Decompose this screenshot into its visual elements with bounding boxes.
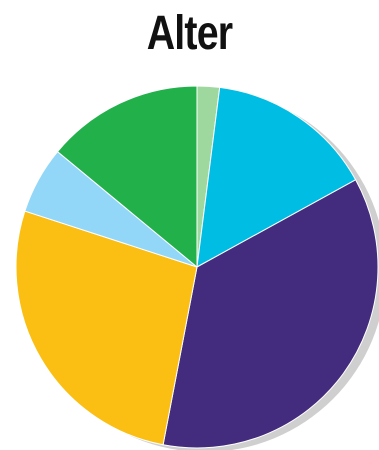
pie-slice-3 <box>162 179 379 449</box>
pie-slices <box>15 85 379 449</box>
chart-title: Alter <box>146 7 233 60</box>
pie-slice-6 <box>56 85 198 269</box>
pie-slice-2 <box>196 86 357 268</box>
pie-slice-4 <box>15 210 198 446</box>
